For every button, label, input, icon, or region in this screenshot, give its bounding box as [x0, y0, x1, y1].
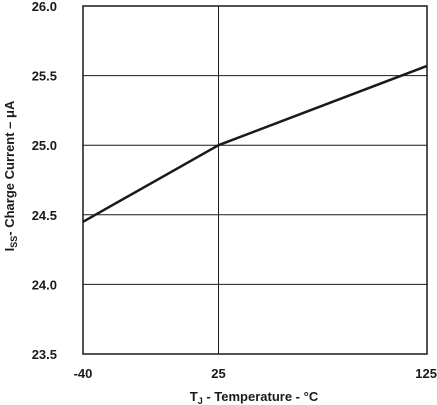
y-tick-label: 24.0	[32, 277, 57, 292]
y-tick-label: 24.5	[32, 208, 57, 223]
plot-frame	[82, 5, 428, 355]
series-lines	[82, 64, 428, 223]
y-axis-label: ISS- Charge Current – μA	[2, 100, 19, 251]
x-tick-label: 125	[415, 366, 437, 381]
y-tick-labels: 23.5 24.0 24.5 25.0 25.5 26.0	[32, 0, 57, 362]
y-tick-label: 25.0	[32, 138, 57, 153]
x-axis-label-rest: - Temperature - °C	[203, 389, 319, 404]
y-axis-label-rest: - Charge Current – μA	[2, 100, 17, 236]
y-axis-label-subscript: SS	[9, 236, 19, 248]
y-tick-label: 26.0	[32, 0, 57, 14]
x-tick-label: 25	[211, 366, 225, 381]
y-tick-label: 23.5	[32, 347, 57, 362]
y-axis-label-main: I	[2, 248, 17, 252]
x-tick-labels: -40 25 125	[74, 366, 437, 381]
x-axis-label-subscript: J	[198, 396, 203, 405]
x-axis-label: TJ - Temperature - °C	[190, 389, 319, 405]
grid-lines	[83, 6, 427, 354]
x-tick-label: -40	[74, 366, 93, 381]
x-axis-label-main: T	[190, 389, 198, 404]
series-line	[82, 64, 428, 223]
y-tick-label: 25.5	[32, 69, 57, 84]
